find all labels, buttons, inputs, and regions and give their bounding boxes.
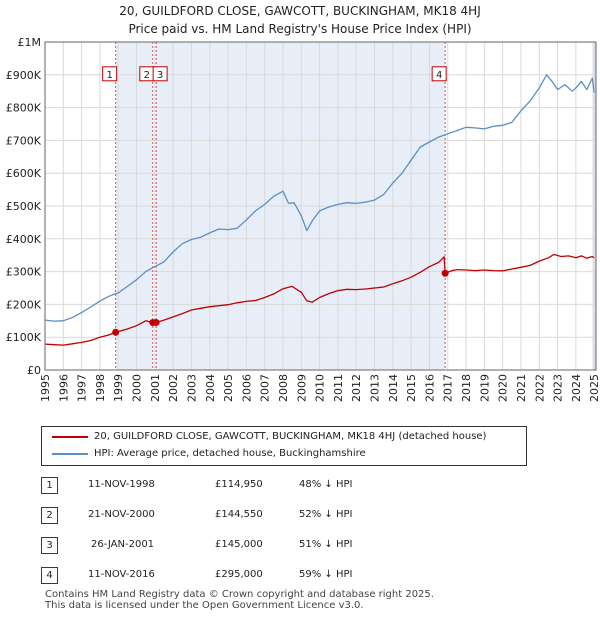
sale-price: £145,000 — [215, 539, 263, 550]
y-tick-label: £100K — [6, 331, 42, 344]
y-tick-label: £300K — [6, 266, 42, 279]
x-tick-label: 2002 — [167, 374, 180, 402]
sale-point — [112, 328, 120, 336]
sale-price: £295,000 — [215, 569, 263, 580]
sale-row: 3 26-JAN-2001 £145,000 51% ↓ HPI — [41, 536, 441, 556]
chart-title: 20, GUILDFORD CLOSE, GAWCOTT, BUCKINGHAM… — [0, 2, 600, 38]
x-tick-label: 2000 — [131, 374, 144, 402]
x-tick-label: 2013 — [369, 374, 382, 402]
x-tick-label: 1998 — [94, 374, 107, 402]
x-tick-label: 2021 — [515, 374, 528, 402]
sale-hpi-diff: 51% ↓ HPI — [299, 539, 353, 550]
sale-row: 2 21-NOV-2000 £144,550 52% ↓ HPI — [41, 506, 441, 526]
x-tick-label: 2024 — [570, 374, 583, 402]
y-tick-label: £900K — [6, 69, 42, 82]
sale-marker-box — [102, 66, 118, 82]
sale-date: 21-NOV-2000 — [88, 509, 155, 520]
y-axis-ticks: £0 £100K £200K £300K £400K £500K £600K £700K £80… — [6, 36, 42, 377]
x-tick-label: 2018 — [460, 374, 473, 402]
y-tick-label: £800K — [6, 102, 42, 115]
sale-number-badge: 2 — [41, 507, 58, 524]
y-tick-label: £200K — [6, 298, 42, 311]
sale-marker-label: 4 — [436, 70, 442, 81]
legend-swatch-property — [52, 436, 88, 438]
legend-swatch-hpi — [52, 453, 88, 455]
sale-hpi-diff: 59% ↓ HPI — [299, 569, 353, 580]
legend: 20, GUILDFORD CLOSE, GAWCOTT, BUCKINGHAM… — [41, 426, 527, 466]
x-tick-label: 2001 — [149, 374, 162, 402]
sale-point — [441, 269, 449, 277]
sale-row: 1 11-NOV-1998 £114,950 48% ↓ HPI — [41, 476, 441, 496]
x-tick-label: 1995 — [39, 374, 52, 402]
legend-label-hpi: HPI: Average price, detached house, Buck… — [94, 448, 366, 459]
sale-marker-box — [431, 66, 447, 82]
sale-points — [112, 269, 449, 336]
title-line-1: 20, GUILDFORD CLOSE, GAWCOTT, BUCKINGHAM… — [119, 4, 481, 18]
y-tick-label: £500K — [6, 200, 42, 213]
sale-hpi-diff: 52% ↓ HPI — [299, 509, 353, 520]
sale-hpi-diff: 48% ↓ HPI — [299, 479, 353, 490]
y-tick-label: £700K — [6, 134, 42, 147]
footer-licence: This data is licensed under the Open Gov… — [45, 600, 364, 611]
x-tick-label: 2022 — [533, 374, 546, 402]
y-tick-label: £1M — [18, 36, 42, 49]
sale-date: 11-NOV-1998 — [88, 479, 155, 490]
x-tick-label: 2010 — [314, 374, 327, 402]
x-tick-label: 2007 — [259, 374, 272, 402]
legend-label-property: 20, GUILDFORD CLOSE, GAWCOTT, BUCKINGHAM… — [94, 431, 487, 442]
sale-date: 11-NOV-2016 — [88, 569, 155, 580]
sale-marker-label: 2 — [144, 70, 150, 81]
sale-marker-box — [152, 66, 168, 82]
y-tick-label: £400K — [6, 233, 42, 246]
sale-number-badge: 3 — [41, 537, 58, 554]
sale-price: £144,550 — [215, 509, 263, 520]
footer: Contains HM Land Registry data © Crown c… — [45, 589, 434, 611]
y-tick-label: £0 — [27, 364, 41, 377]
x-tick-label: 2011 — [332, 374, 345, 402]
x-tick-label: 2019 — [478, 374, 491, 402]
sale-marker-label: 3 — [157, 70, 163, 81]
title-line-2: Price paid vs. HM Land Registry's House … — [128, 22, 472, 36]
x-tick-label: 2006 — [240, 374, 253, 402]
x-tick-label: 2025 — [588, 374, 600, 402]
series-lines — [44, 74, 595, 346]
sale-price: £114,950 — [215, 479, 263, 490]
footer-copyright: Contains HM Land Registry data © Crown c… — [45, 589, 434, 600]
sale-marker-label: 1 — [106, 70, 112, 81]
sale-row: 4 11-NOV-2016 £295,000 59% ↓ HPI — [41, 566, 441, 586]
plot-frame — [44, 41, 597, 371]
x-tick-label: 2023 — [552, 374, 565, 402]
sale-number-badge: 1 — [41, 477, 58, 494]
x-tick-label: 2020 — [497, 374, 510, 402]
grid — [44, 41, 596, 371]
x-tick-label: 2016 — [423, 374, 436, 402]
x-tick-label: 1997 — [76, 374, 89, 402]
sale-vertical-lines — [115, 42, 446, 370]
sale-point — [152, 318, 160, 326]
x-tick-label: 2009 — [295, 374, 308, 402]
x-tick-label: 2008 — [277, 374, 290, 402]
x-tick-label: 2004 — [204, 374, 217, 402]
x-tick-label: 1999 — [112, 374, 125, 402]
x-tick-label: 2014 — [387, 374, 400, 402]
y-tick-label: £600K — [6, 167, 42, 180]
x-tick-label: 2003 — [185, 374, 198, 402]
x-tick-label: 2005 — [222, 374, 235, 402]
sale-date: 26-JAN-2001 — [91, 539, 155, 550]
x-tick-label: 2012 — [350, 374, 363, 402]
x-tick-label: 2015 — [405, 374, 418, 402]
hpi-series-line — [44, 74, 595, 322]
x-tick-label: 1996 — [57, 374, 70, 402]
property-series-line — [44, 253, 595, 346]
x-tick-label: 2017 — [442, 374, 455, 402]
sale-number-badge: 4 — [41, 567, 58, 584]
x-axis-ticks: 1995 1996 1997 1998 1999 2000 2001 2002 2003 2004… — [39, 374, 600, 402]
